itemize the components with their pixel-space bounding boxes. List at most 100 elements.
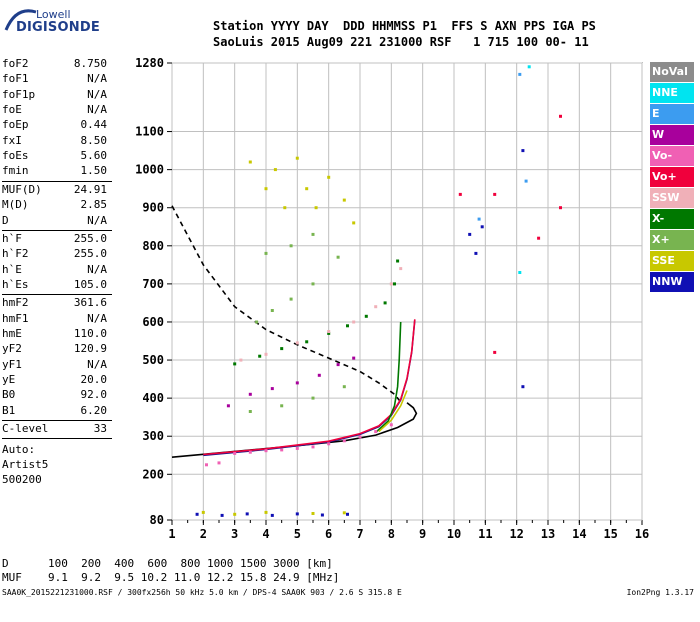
echo-point (245, 512, 249, 516)
echo-point (527, 65, 531, 69)
echo-point (389, 423, 393, 427)
param-row: h`F2 255.0 (2, 247, 107, 261)
echo-point (364, 314, 368, 318)
x-tick-label: 14 (572, 527, 586, 541)
echo-point (280, 404, 284, 408)
y-tick-label: 200 (142, 467, 164, 481)
x-tick-label: 2 (200, 527, 207, 541)
echo-point (521, 149, 525, 153)
echo-point (327, 331, 331, 335)
param-row: M(D) 2.85 (2, 198, 107, 212)
legend-item-noval: NoVal (650, 62, 694, 82)
param-value: 33 (93, 422, 107, 436)
param-label: foEp (2, 118, 29, 132)
echo-point (493, 192, 497, 196)
y-tick-label: 500 (142, 353, 164, 367)
param-row: foF1p N/A (2, 88, 107, 102)
y-tick-label: 1280 (135, 56, 164, 70)
echo-point (374, 305, 378, 309)
param-row: foEs 5.60 (2, 149, 107, 163)
x-tick-label: 10 (447, 527, 461, 541)
param-row: hmF1 N/A (2, 312, 107, 326)
x-tick-label: 5 (294, 527, 301, 541)
echo-point (283, 206, 287, 210)
echo-point (289, 297, 293, 301)
param-label: D (2, 213, 9, 227)
echo-point (195, 512, 199, 516)
echo-point (342, 385, 346, 389)
param-value: 255.0 (73, 247, 107, 261)
param-label: foEs (2, 149, 29, 163)
echo-point (258, 354, 262, 358)
lowell-digisonde-logo: Lowell DIGISONDE (2, 4, 100, 38)
header-row-labels: Station YYYY DAY DDD HHMMSS P1 FFS S AXN… (213, 19, 596, 33)
echo-point (270, 387, 274, 391)
param-row: hmE 110.0 (2, 327, 107, 341)
echo-point (295, 381, 299, 385)
param-label: foE (2, 103, 22, 117)
param-label: M(D) (2, 198, 29, 212)
echo-point (396, 259, 400, 263)
ionogram-chart: 1 2 3 4 5 6 7 8 9 10 11 12 13 14 15 1680200300400500600… (135, 56, 649, 541)
echo-point (383, 301, 387, 305)
param-label: foF1p (2, 87, 36, 101)
echo-point (518, 271, 522, 274)
param-value: 8.50 (80, 133, 108, 147)
echo-point (327, 175, 331, 179)
echo-point (399, 267, 403, 271)
echo-point (233, 451, 237, 455)
echo-point (295, 512, 299, 516)
y-tick-label: 900 (142, 201, 164, 215)
file-info-footer: SAA0K_2015221231000.RSF / 300fx256h 50 k… (2, 588, 402, 597)
param-label: yF1 (2, 357, 22, 371)
y-tick-label: 600 (142, 315, 164, 329)
y-tick-label: 300 (142, 429, 164, 443)
param-value: 5.60 (80, 149, 108, 163)
param-label: yE (2, 373, 16, 386)
param-value: 24.91 (73, 182, 107, 196)
distance-row-values: 100 200 400 600 800 1000 1500 3000 [km] (48, 557, 333, 570)
autoscale-note: 500200 (2, 473, 42, 487)
echo-point (273, 168, 277, 172)
echo-point (248, 160, 252, 164)
echo-point (305, 187, 309, 191)
echo-point (311, 396, 315, 400)
echo-point (374, 430, 378, 434)
param-value: 1.50 (80, 164, 108, 178)
param-value: 2.85 (80, 198, 108, 212)
echo-point (358, 435, 362, 439)
logo-swoosh-icon (4, 9, 37, 31)
param-value: 0.44 (80, 118, 108, 132)
echo-point (289, 244, 293, 248)
param-row: yF1 N/A (2, 358, 107, 372)
software-version: Ion2Png 1.3.17 (626, 588, 694, 597)
param-label: C-level (2, 422, 49, 436)
y-tick-label: 80 (150, 513, 164, 527)
echo-point (342, 198, 346, 202)
param-value: N/A (87, 87, 107, 101)
param-row: yF2 120.9 (2, 342, 107, 356)
echo-point (480, 225, 484, 229)
param-label: h`E (2, 262, 22, 276)
distance-row-label: D (2, 557, 9, 570)
logo-text-digisonde: DIGISONDE (16, 20, 100, 35)
echo-point (537, 236, 541, 240)
x-tick-label: 4 (262, 527, 269, 541)
trace-line (375, 321, 402, 433)
echo-point (518, 72, 522, 76)
echo-point (342, 511, 346, 515)
echo-point (559, 114, 562, 118)
echo-point (264, 352, 268, 356)
echo-point (264, 251, 268, 255)
param-label: hmE (2, 326, 22, 340)
y-tick-label: 400 (142, 391, 164, 405)
param-value: N/A (87, 311, 107, 325)
param-row: foF2 8.750 (2, 57, 107, 71)
echo-point (346, 324, 349, 328)
echo-point (311, 512, 315, 515)
legend-item-nne: NNE (650, 83, 694, 103)
echo-point (336, 255, 340, 259)
y-tick-label: 800 (142, 239, 164, 253)
param-label: MUF(D) (2, 182, 42, 196)
param-row: B0 92.0 (2, 388, 107, 402)
